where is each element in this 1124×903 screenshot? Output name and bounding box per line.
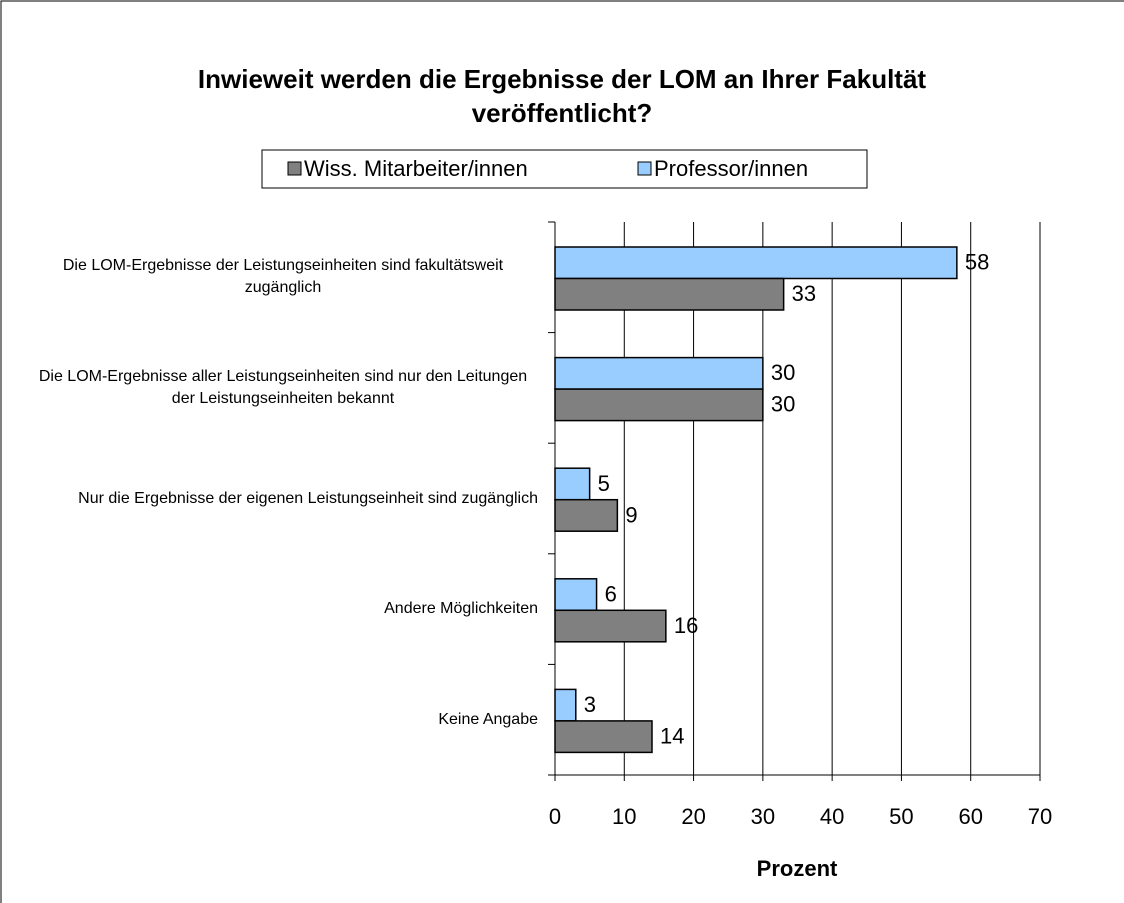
chart-title: Inwieweit werden die Ergebnisse der LOM … [197, 64, 927, 128]
x-tick-label: 0 [549, 804, 561, 829]
x-tick-label: 60 [958, 804, 982, 829]
data-label: 30 [771, 392, 795, 417]
bar [554, 688, 577, 722]
data-label: 33 [792, 281, 816, 306]
legend-label: Wiss. Mitarbeiter/innen [304, 156, 528, 181]
legend-box [261, 149, 868, 189]
x-axis-title: Prozent [757, 856, 838, 881]
bar [554, 498, 619, 532]
x-tick-label: 70 [1028, 804, 1052, 829]
x-tick-label: 30 [751, 804, 775, 829]
x-tick-label: 10 [612, 804, 636, 829]
data-label: 6 [605, 581, 617, 606]
data-label: 58 [965, 250, 989, 275]
legend-swatch [287, 161, 302, 176]
data-label: 5 [598, 471, 610, 496]
bar [554, 609, 667, 643]
y-tick-label: Nur die Ergebnisse der eigenen Leistungs… [78, 489, 538, 507]
legend-label: Professor/innen [654, 156, 808, 181]
x-tick-label: 20 [681, 804, 705, 829]
data-label: 14 [660, 723, 684, 748]
data-label: 3 [584, 692, 596, 717]
data-label: 9 [625, 502, 637, 527]
bar [554, 388, 764, 422]
y-tick-label: Die LOM-Ergebnisse der Leistungseinheite… [62, 257, 504, 297]
bar [554, 720, 653, 754]
x-tick-label: 50 [889, 804, 913, 829]
y-tick-label: Andere Möglichkeiten [384, 600, 538, 618]
data-label: 16 [674, 613, 698, 638]
data-label: 30 [771, 360, 795, 385]
bar [554, 356, 764, 390]
bar [554, 246, 958, 280]
bar [554, 277, 785, 311]
y-tick-label: Die LOM-Ergebnisse aller Leistungseinhei… [38, 367, 528, 407]
legend-swatch [637, 161, 652, 176]
x-tick-label: 40 [820, 804, 844, 829]
bar [554, 467, 591, 501]
bar [554, 578, 598, 612]
y-tick-label: Keine Angabe [438, 710, 538, 728]
